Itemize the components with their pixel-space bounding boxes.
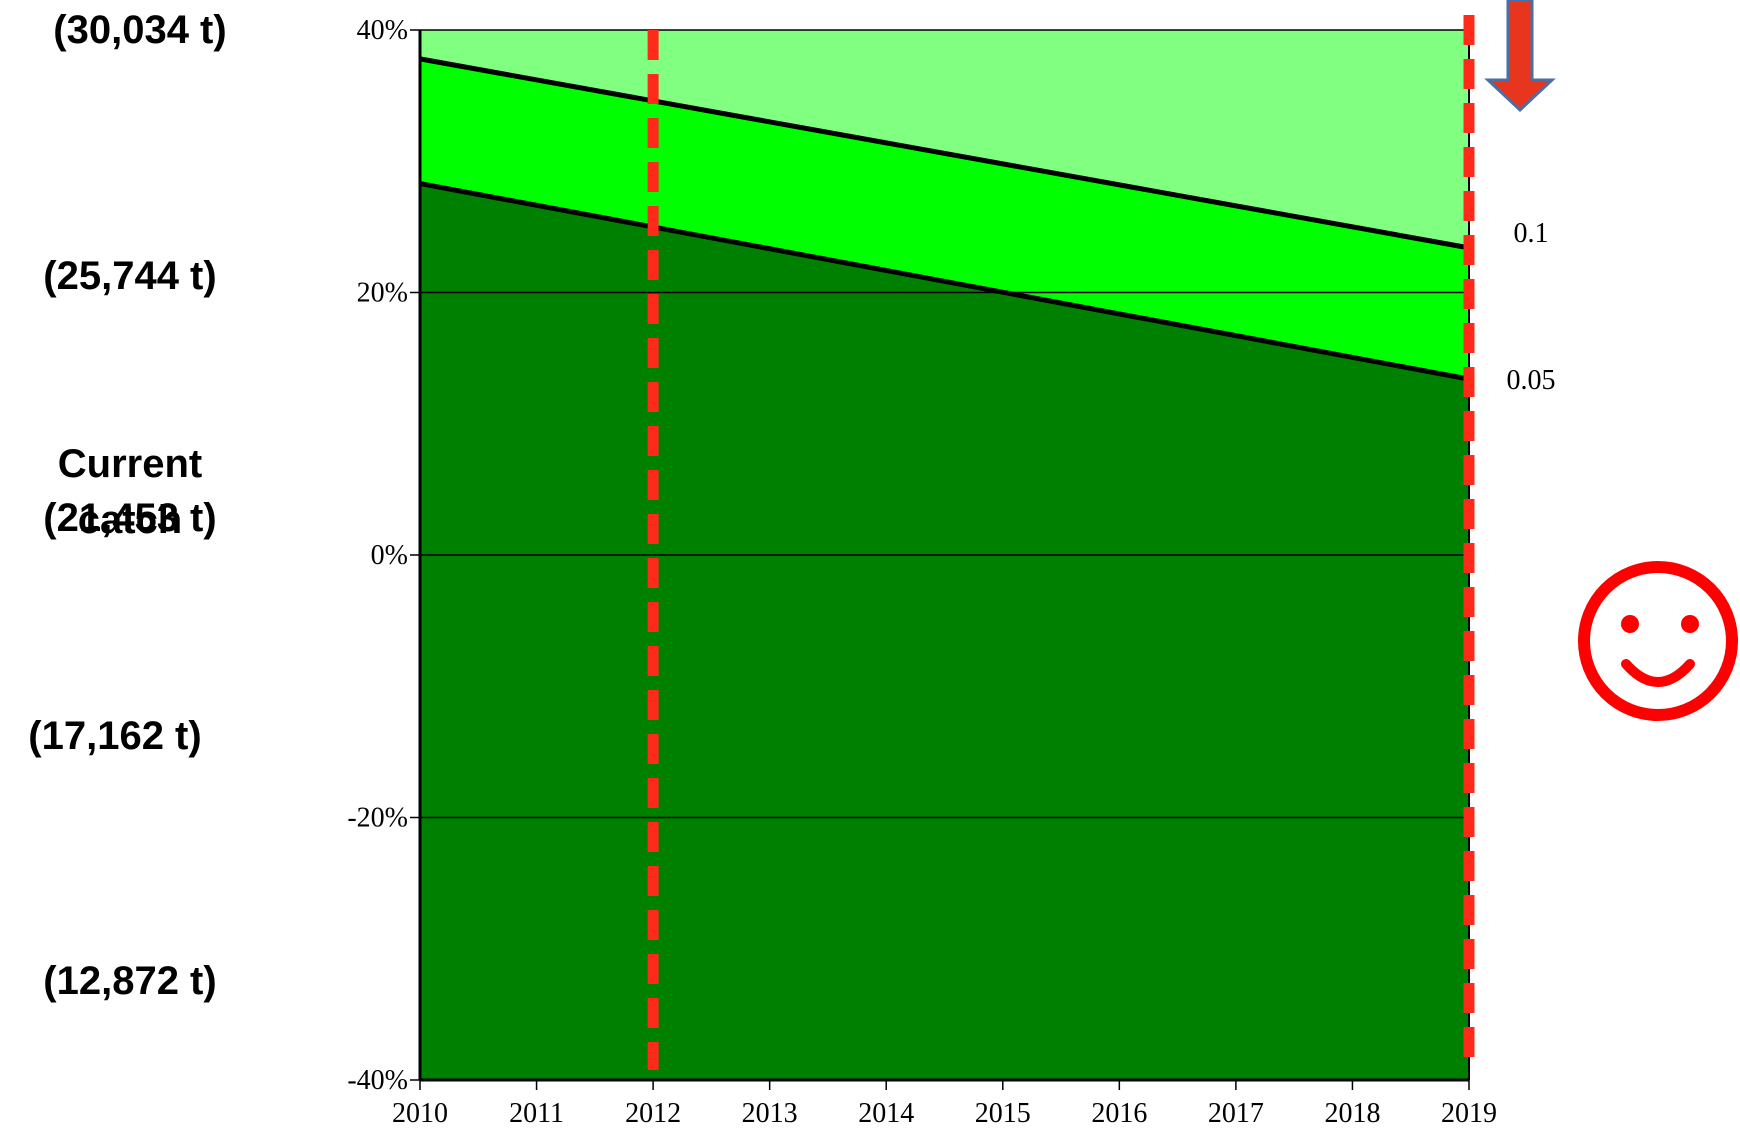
y-tick-label: 20% [357, 278, 408, 309]
x-tick-label: 2018 [1324, 1098, 1380, 1129]
catch-label-current-value: (21,453 t) [43, 496, 217, 540]
x-tick-label: 2017 [1208, 1098, 1264, 1129]
x-tick-label: 2011 [509, 1098, 564, 1129]
x-tick-label: 2013 [742, 1098, 798, 1129]
risk-bands [420, 30, 1469, 1080]
y-tick-label: -40% [347, 1065, 408, 1096]
level-label-0.05: 0.05 [1507, 365, 1556, 396]
series-line-0.1 [419, 56, 1470, 251]
series-lines [419, 56, 1470, 382]
band-between [420, 58, 1469, 380]
level-label-0.1: 0.1 [1514, 218, 1549, 249]
catch-label-minus20: (17,162 t) [28, 714, 202, 758]
series-line-0.05 [419, 181, 1470, 382]
x-tick-label: 2012 [625, 1098, 681, 1129]
catch-label-minus40: (12,872 t) [43, 959, 217, 1003]
band-above-0.1 [420, 30, 1469, 248]
level-labels: 0.1 0.05 [1507, 218, 1556, 396]
y-tick-label: -20% [347, 803, 408, 834]
x-tick-label: 2015 [975, 1098, 1031, 1129]
x-tick-label: 2014 [858, 1098, 914, 1129]
y-tick-label: 40% [357, 15, 408, 46]
tick-labels: 40% 20% 0% -20% -40%2010 2011 2012 2013 2014 2015… [347, 15, 1497, 1129]
x-tick-label: 2016 [1091, 1098, 1147, 1129]
catch-label-current-title: Current catch [57, 442, 203, 542]
catch-label-plus20: (25,744 t) [43, 254, 217, 298]
down-arrow-icon [1484, 0, 1556, 113]
y-tick-label: 0% [371, 540, 408, 571]
x-tick-label: 2010 [392, 1098, 448, 1129]
smiley-face-icon [1578, 561, 1738, 721]
catch-label-plus40: (30,034 t) [53, 8, 227, 52]
x-tick-label: 2019 [1441, 1098, 1497, 1129]
band-below-0.05 [420, 183, 1469, 1080]
